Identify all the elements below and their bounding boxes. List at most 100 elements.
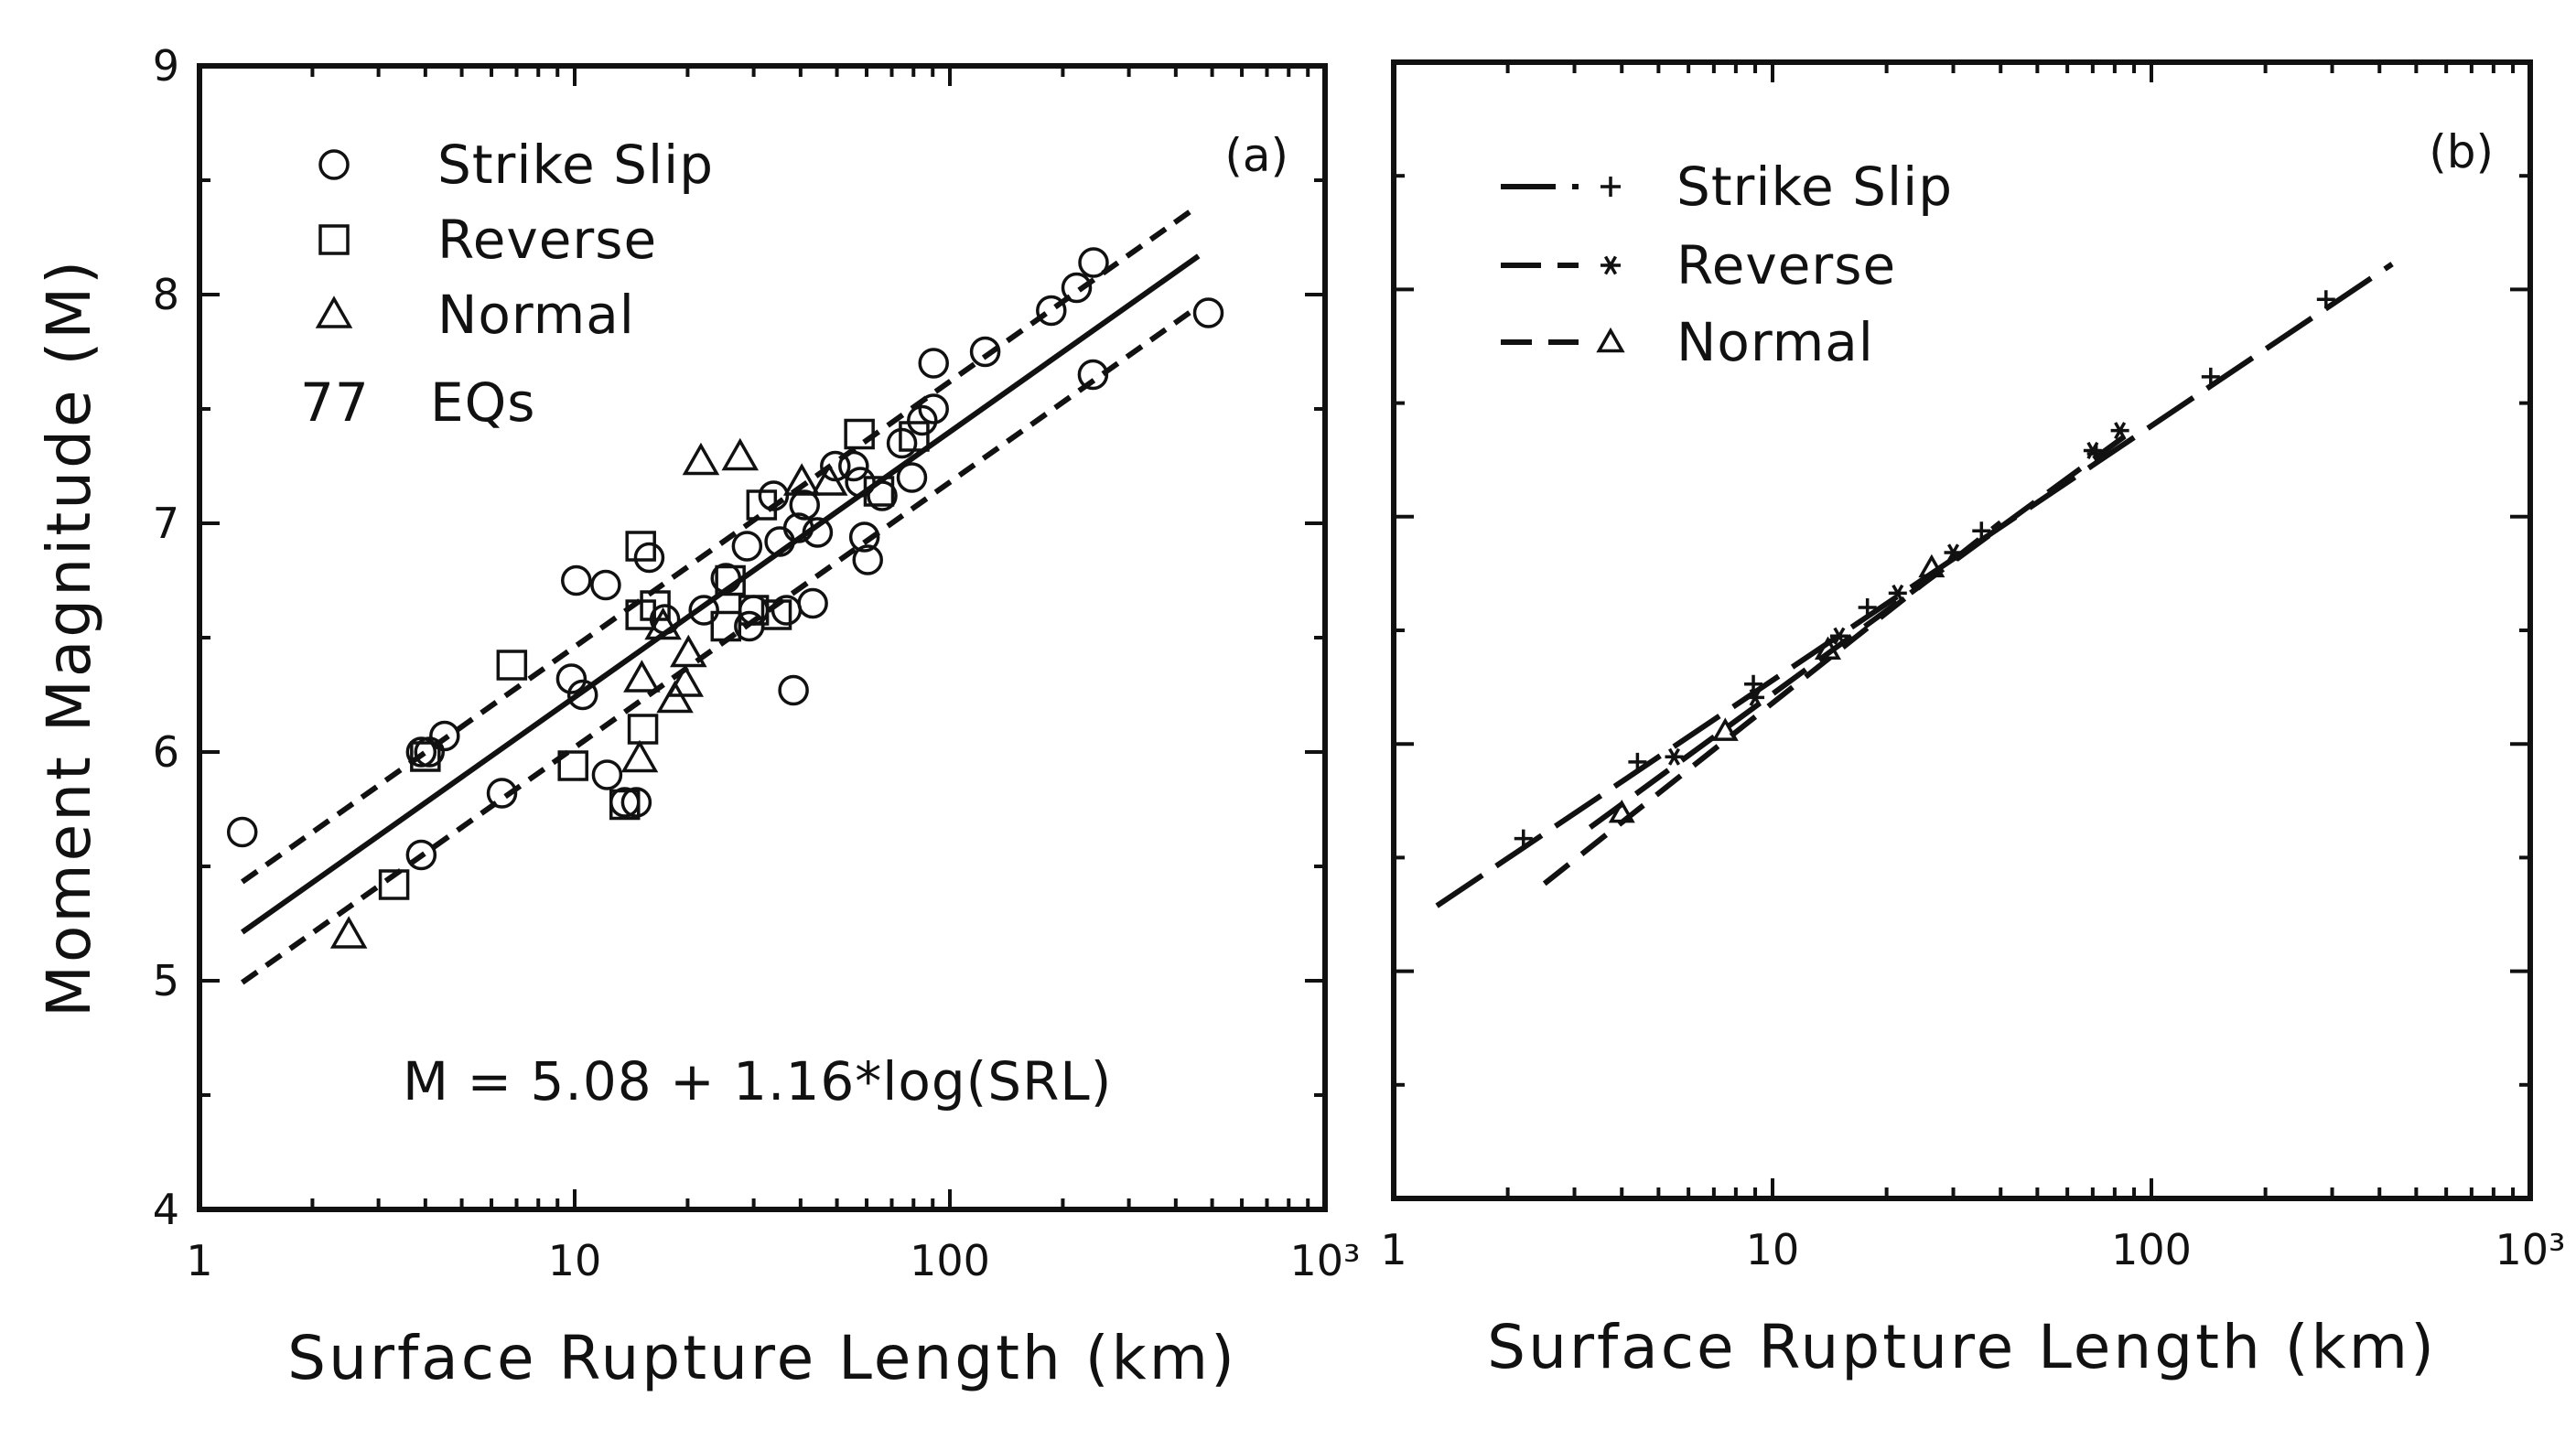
y-tick-label: 9 <box>153 41 179 91</box>
data-point-circle <box>405 839 437 871</box>
data-point-triangle <box>656 680 694 714</box>
data-point-square <box>746 489 778 521</box>
legend-marker-triangle <box>1596 327 1625 353</box>
panel-label: (b) <box>2429 125 2494 178</box>
line-marker-triangle <box>1608 799 1635 823</box>
panel-label: (a) <box>1224 129 1288 182</box>
data-point-circle <box>969 336 1001 368</box>
y-tick-label: 5 <box>153 956 179 1005</box>
eq-count-label: 77 <box>300 371 370 434</box>
x-tick-label: 100 <box>910 1236 990 1285</box>
data-point-circle <box>797 587 828 619</box>
data-point-circle <box>429 720 460 752</box>
data-point-circle <box>1036 295 1067 327</box>
x-tick-label: 10 <box>548 1236 602 1285</box>
data-point-circle <box>918 393 949 424</box>
data-point-circle <box>561 564 592 596</box>
data-point-circle <box>688 595 719 626</box>
data-point-circle <box>1192 297 1224 328</box>
legend-marker-circle <box>318 149 350 180</box>
data-point-triangle <box>623 660 661 693</box>
data-point-triangle <box>329 916 368 949</box>
data-point-circle <box>845 467 876 498</box>
data-point-circle <box>1078 247 1109 278</box>
data-point-triangle <box>810 463 848 496</box>
data-point-circle <box>802 517 834 548</box>
data-point-circle <box>486 778 518 809</box>
legend-marker-triangle <box>315 295 353 328</box>
data-point-circle <box>591 759 623 790</box>
line-marker-plus <box>1628 752 1647 771</box>
y-tick-label: 7 <box>153 499 179 548</box>
data-point-square <box>410 741 441 772</box>
line-marker-triangle <box>1814 636 1842 660</box>
line-marker-plus <box>1972 521 1991 541</box>
data-point-circle <box>710 563 742 594</box>
data-point-circle <box>620 787 652 818</box>
line-marker-plus <box>2316 290 2335 309</box>
data-point-triangle <box>620 739 659 773</box>
data-point-circle <box>907 404 938 436</box>
data-point-circle <box>1061 272 1093 304</box>
panel-a-scatter: 1 10 100 10³ Surface Rupture Length (km) (a) 4… <box>34 41 1360 1393</box>
legend-marker-star <box>1601 255 1621 275</box>
series-line-triangle <box>1542 520 2003 886</box>
data-point-circle <box>778 674 809 706</box>
x-tick-label: 100 <box>2111 1225 2192 1274</box>
x-axis-title: Surface Rupture Length (km) <box>287 1323 1237 1393</box>
series-line-star <box>1588 434 2127 830</box>
x-tick-label: 10³ <box>1290 1236 1361 1285</box>
data-point-circle <box>918 348 949 379</box>
legend-label: Reverse <box>1676 234 1896 296</box>
data-point-circle <box>566 679 598 711</box>
data-point-square <box>640 590 671 621</box>
data-point-circle <box>848 521 880 553</box>
upper-bound-line <box>240 203 1201 885</box>
x-tick-label: 10³ <box>2495 1225 2566 1274</box>
data-point-circle <box>405 736 437 768</box>
line-marker-star <box>2110 422 2129 440</box>
x-tick-label: 1 <box>186 1236 212 1285</box>
y-axis-title: Moment Magnitude (M) <box>34 258 104 1017</box>
data-point-circle <box>852 544 883 575</box>
legend-label: Reverse <box>437 209 657 271</box>
line-marker-star <box>2083 441 2102 459</box>
data-point-triangle <box>721 437 760 471</box>
plot-frame <box>1391 59 2533 1201</box>
eq-count-unit: EQs <box>430 371 536 434</box>
data-point-circle <box>633 542 665 574</box>
y-tick-label: 8 <box>153 270 179 319</box>
line-marker-plus <box>2201 367 2220 386</box>
data-point-circle <box>226 816 258 848</box>
legend-label: Strike Slip <box>437 134 714 196</box>
data-point-circle <box>414 736 445 768</box>
lower-bound-line <box>240 304 1201 985</box>
data-point-square <box>378 869 410 900</box>
series-line-plus <box>1435 262 2394 908</box>
data-point-square <box>899 421 930 452</box>
data-point-square <box>710 610 742 642</box>
line-marker-star <box>1829 627 1848 645</box>
data-point-circle <box>896 462 928 493</box>
data-point-triangle <box>670 634 707 668</box>
legend-marker-plus <box>1601 177 1621 197</box>
panel-b-lines: 1 10 100 10³ Surface Rupture Length (km) (b) S… <box>1380 59 2566 1382</box>
data-point-square <box>863 476 895 507</box>
data-point-circle <box>758 480 790 511</box>
line-marker-triangle <box>1918 553 1945 578</box>
data-point-triangle <box>644 607 682 640</box>
data-point-circle <box>782 512 814 543</box>
x-axis-title: Surface Rupture Length (km) <box>1487 1312 2437 1382</box>
legend-label: Normal <box>437 284 635 346</box>
data-point-circle <box>838 450 869 482</box>
data-point-triangle <box>782 463 821 496</box>
line-marker-star <box>1746 688 1765 706</box>
legend-label: Normal <box>1676 311 1874 373</box>
regression-equation: M = 5.08 + 1.16*log(SRL) <box>403 1050 1112 1112</box>
data-point-circle <box>1077 359 1109 391</box>
line-marker-triangle <box>1711 717 1739 741</box>
data-point-square <box>715 564 746 596</box>
data-point-triangle <box>682 442 720 476</box>
data-point-square <box>625 531 656 562</box>
